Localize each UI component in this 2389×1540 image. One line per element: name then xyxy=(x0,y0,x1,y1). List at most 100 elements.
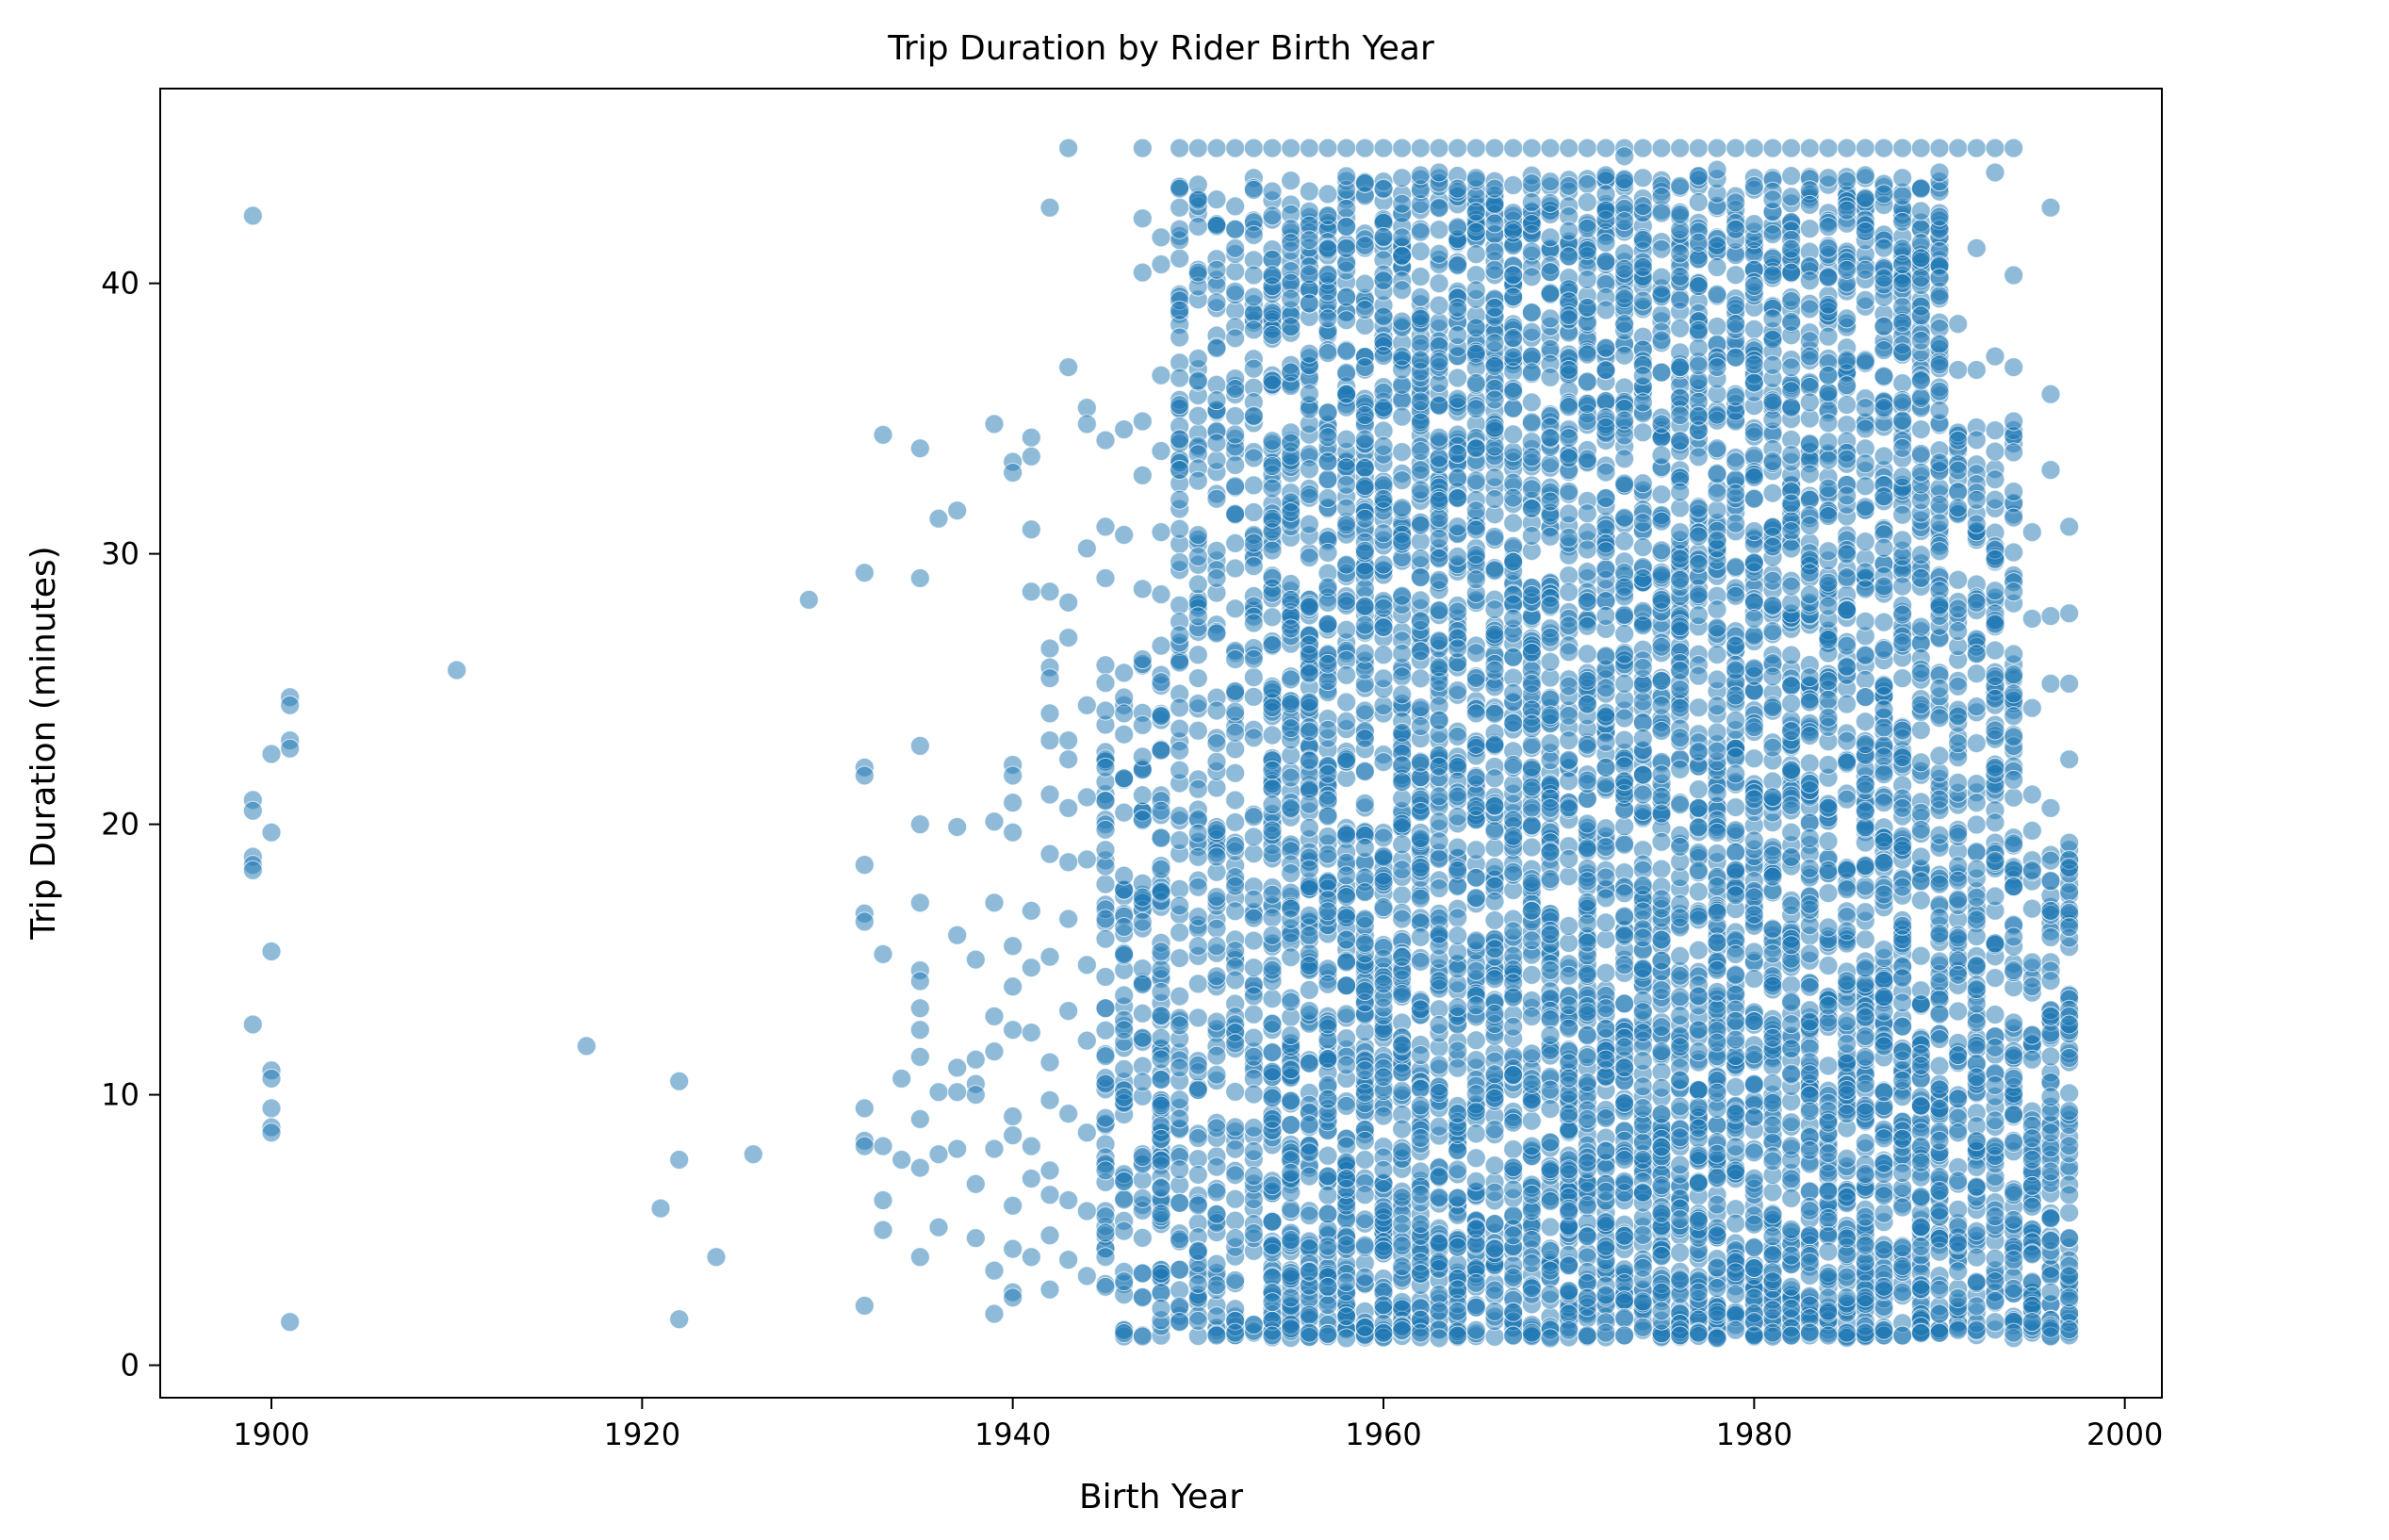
scatter-point xyxy=(1762,844,1783,865)
scatter-point xyxy=(1151,1263,1171,1284)
scatter-point xyxy=(1614,604,1635,625)
scatter-point xyxy=(1781,693,1802,713)
scatter-point xyxy=(1503,287,1524,307)
scatter-point xyxy=(1559,397,1579,418)
scatter-point xyxy=(1225,1081,1246,1102)
scatter-point xyxy=(1688,860,1709,881)
scatter-point xyxy=(1614,170,1635,190)
scatter-point xyxy=(1670,759,1691,779)
scatter-point xyxy=(1595,300,1616,320)
scatter-point xyxy=(1465,1050,1486,1071)
scatter-point xyxy=(1762,943,1783,964)
scatter-point xyxy=(1225,762,1246,783)
scatter-point xyxy=(1465,1123,1486,1144)
scatter-point xyxy=(1336,341,1357,362)
scatter-point xyxy=(1743,717,1764,738)
scatter-point xyxy=(1354,1082,1375,1103)
scatter-point xyxy=(1354,561,1375,582)
scatter-point xyxy=(1762,1092,1783,1113)
scatter-point xyxy=(1743,1044,1764,1065)
scatter-point xyxy=(1614,644,1635,664)
scatter-point xyxy=(1614,449,1635,469)
scatter-point xyxy=(1354,762,1375,782)
scatter-point xyxy=(1299,548,1319,568)
scatter-point xyxy=(1670,945,1691,966)
scatter-point xyxy=(1336,975,1357,996)
scatter-point xyxy=(1559,1104,1579,1124)
scatter-point xyxy=(1465,470,1486,491)
scatter-point xyxy=(1595,1049,1616,1070)
scatter-point xyxy=(1392,531,1413,551)
scatter-point xyxy=(1614,1307,1635,1328)
scatter-point xyxy=(1354,729,1375,749)
scatter-point xyxy=(1707,617,1727,638)
scatter-point xyxy=(1429,1014,1449,1035)
scatter-point xyxy=(1484,677,1505,697)
scatter-point xyxy=(1707,438,1727,459)
scatter-point xyxy=(1614,1272,1635,1293)
scatter-point xyxy=(1170,986,1190,1007)
scatter-point xyxy=(1299,293,1319,314)
scatter-point xyxy=(1781,290,1802,311)
scatter-point xyxy=(1225,680,1246,701)
scatter-point xyxy=(1206,1275,1227,1296)
scatter-point xyxy=(1354,457,1375,478)
scatter-point xyxy=(1170,460,1190,481)
scatter-point xyxy=(1281,1090,1301,1111)
scatter-point xyxy=(1354,643,1375,664)
scatter-point xyxy=(1429,1328,1449,1349)
scatter-point xyxy=(1187,1195,1208,1216)
scatter-point xyxy=(1151,672,1171,693)
scatter-point xyxy=(1410,266,1431,287)
scatter-point xyxy=(1392,885,1413,906)
scatter-point xyxy=(1762,666,1783,687)
scatter-point xyxy=(1781,445,1802,466)
scatter-point xyxy=(1632,876,1653,896)
scatter-point xyxy=(1151,958,1171,979)
scatter-point xyxy=(1448,1040,1468,1061)
scatter-point xyxy=(1540,1191,1561,1212)
scatter-point xyxy=(1448,254,1468,275)
scatter-point xyxy=(1670,679,1691,699)
scatter-point xyxy=(1448,786,1468,807)
scatter-point xyxy=(1484,857,1505,877)
scatter-point xyxy=(1132,809,1153,829)
scatter-point xyxy=(1781,846,1802,867)
scatter-point xyxy=(1170,652,1190,673)
scatter-point xyxy=(1465,438,1486,459)
scatter-point xyxy=(1559,582,1579,602)
scatter-point xyxy=(1465,840,1486,860)
scatter-point xyxy=(1281,669,1301,690)
scatter-point xyxy=(1151,1128,1171,1149)
scatter-point xyxy=(1614,883,1635,904)
scatter-point xyxy=(1243,686,1264,707)
scatter-point xyxy=(1484,660,1505,680)
scatter-point xyxy=(1540,283,1561,303)
scatter-point xyxy=(1262,760,1283,780)
scatter-point xyxy=(1559,676,1579,696)
scatter-point xyxy=(1243,556,1264,577)
scatter-point xyxy=(1392,666,1413,687)
scatter-point xyxy=(1095,791,1116,811)
scatter-point xyxy=(1206,936,1227,957)
scatter-point xyxy=(1187,525,1208,546)
scatter-point xyxy=(1373,937,1394,958)
scatter-point xyxy=(1484,969,1505,990)
scatter-point xyxy=(1317,653,1338,674)
scatter-point xyxy=(1262,725,1283,745)
scatter-point xyxy=(1392,1035,1413,1056)
scatter-point xyxy=(1151,942,1171,962)
scatter-point xyxy=(1577,694,1597,714)
scatter-point xyxy=(1392,772,1413,793)
scatter-point xyxy=(1429,1116,1449,1137)
scatter-point xyxy=(1299,692,1319,713)
scatter-point xyxy=(1632,1150,1653,1171)
scatter-point xyxy=(1726,842,1746,862)
scatter-point xyxy=(1632,927,1653,948)
scatter-point xyxy=(1707,1082,1727,1103)
scatter-point xyxy=(1448,325,1468,346)
scatter-point xyxy=(1410,999,1431,1020)
scatter-point xyxy=(1448,1237,1468,1257)
scatter-point xyxy=(1187,846,1208,867)
scatter-point xyxy=(1688,881,1709,902)
